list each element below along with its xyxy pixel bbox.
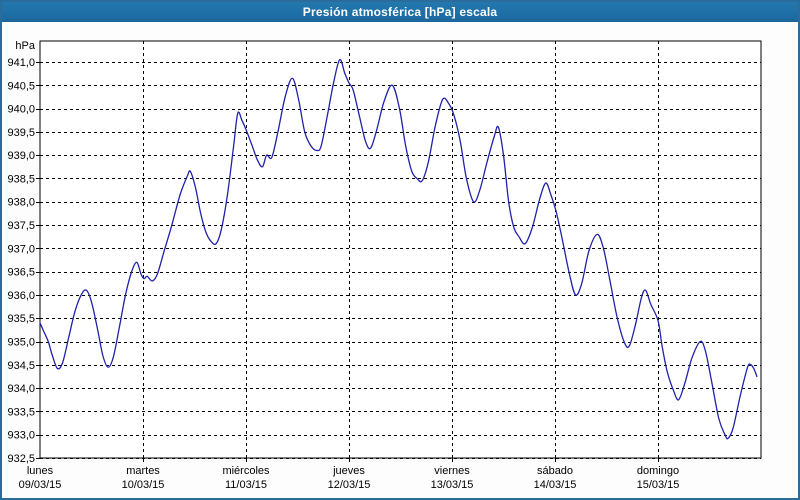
pressure-line [39, 58, 758, 440]
y-tick-label: 934,5 [7, 360, 35, 372]
y-tick-label: 938,0 [7, 197, 35, 209]
y-tick-label: 940,5 [7, 80, 35, 92]
y-tick-label: 937,0 [7, 243, 35, 255]
y-tick-label: 936,0 [7, 290, 35, 302]
x-date-label: 11/03/15 [225, 479, 267, 491]
x-weekday-label: miércoles [222, 465, 270, 477]
y-tick-label: 933,5 [7, 406, 35, 418]
y-tick-label: 937,5 [7, 220, 35, 232]
y-tick-label: 940,0 [7, 104, 35, 116]
y-axis-unit-label: hPa [15, 40, 35, 52]
y-tick-label: 932,5 [7, 453, 35, 465]
chart-area: 941,0 940,5 940,0 939,5 939,0 938,5 938,0 937,5… [2, 22, 798, 498]
x-weekday-label: sábado [537, 465, 573, 477]
x-weekday-label: domingo [637, 465, 679, 477]
x-weekday-label: jueves [332, 465, 365, 477]
y-tick-label: 938,5 [7, 173, 35, 185]
y-tick-label: 934,0 [7, 383, 35, 395]
y-tick-label: 933,0 [7, 430, 35, 442]
y-tick-label: 941,0 [7, 57, 35, 69]
x-date-label: 09/03/15 [19, 479, 62, 491]
chart-title-bar: Presión atmosférica [hPa] escala [2, 2, 798, 22]
x-weekday-label: viernes [434, 465, 470, 477]
x-date-label: 14/03/15 [534, 479, 577, 491]
y-tick-label: 935,5 [7, 313, 35, 325]
x-weekday-label: martes [126, 465, 160, 477]
x-date-label: 10/03/15 [122, 479, 165, 491]
chart-title: Presión atmosférica [hPa] escala [302, 5, 498, 19]
pressure-line-chart: 941,0 940,5 940,0 939,5 939,0 938,5 938,0 937,5… [7, 40, 762, 491]
x-date-label: 13/03/15 [431, 479, 474, 491]
y-tick-label: 936,5 [7, 267, 35, 279]
x-weekday-label: lunes [27, 465, 54, 477]
plot-area [39, 40, 762, 459]
x-date-label: 12/03/15 [328, 479, 371, 491]
y-tick-label: 935,0 [7, 337, 35, 349]
y-tick-label: 939,0 [7, 150, 35, 162]
x-date-label: 15/03/15 [637, 479, 680, 491]
y-tick-label: 939,5 [7, 127, 35, 139]
